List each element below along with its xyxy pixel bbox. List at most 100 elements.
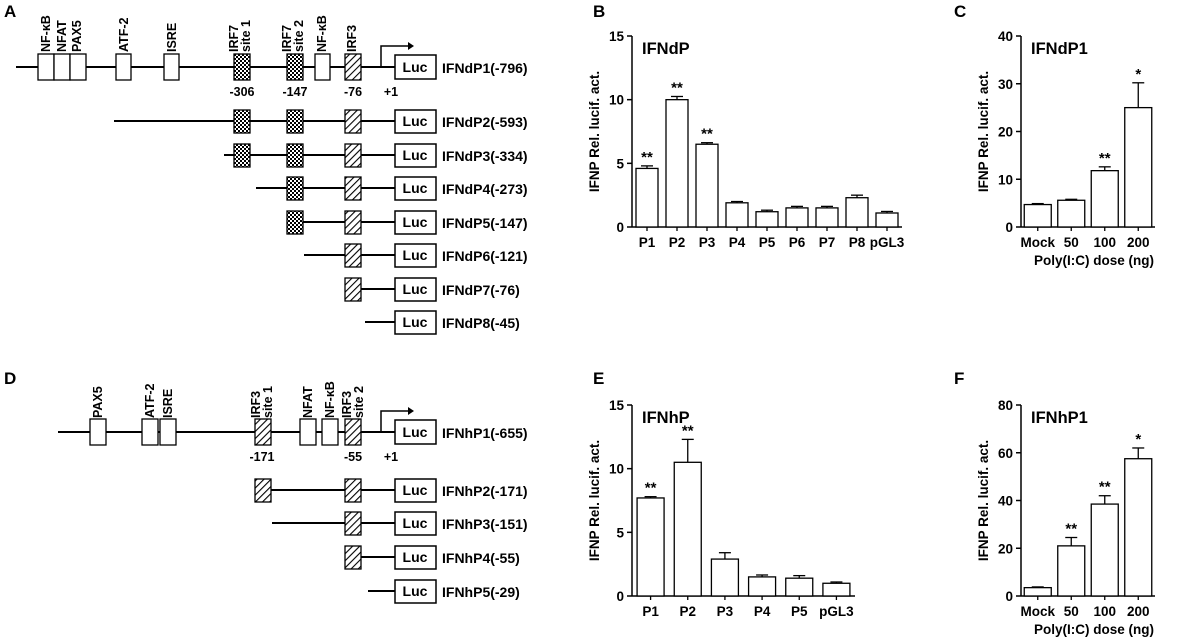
bar — [875, 212, 899, 228]
chart-title: IFNhP — [642, 409, 690, 427]
bar — [636, 497, 665, 597]
x-tick-label: 200 — [1127, 235, 1150, 250]
pos-76: -76 — [344, 85, 362, 99]
tss-arrowhead — [408, 407, 414, 415]
x-tick-label: 100 — [1093, 235, 1116, 250]
luc-label: Luc — [403, 583, 428, 599]
nfkb-box — [321, 418, 339, 446]
atf2-box — [141, 418, 159, 446]
x-tick-label: P3 — [717, 604, 734, 619]
label-irf3-site2-b: site 2 — [352, 386, 366, 418]
irf7-site2-box — [286, 210, 304, 235]
construct-name: IFNhP1(-655) — [442, 425, 528, 441]
atf2-box — [115, 53, 132, 81]
bar — [785, 207, 809, 228]
x-tick-label: Mock — [1020, 235, 1055, 250]
label-pax5: PAX5 — [70, 20, 84, 52]
irf7-site2-box — [286, 176, 304, 201]
label-nfkb-2: NF-κB — [315, 15, 329, 52]
irf3-site2-box — [344, 418, 362, 446]
y-tick-label: 0 — [1005, 589, 1013, 604]
luc-box — [394, 419, 437, 445]
bar — [845, 197, 869, 228]
irf3-box — [344, 210, 362, 235]
pos-171: -171 — [249, 450, 274, 464]
bar — [1090, 503, 1119, 597]
tss-arrowhead — [408, 42, 414, 50]
irf3-box — [344, 277, 362, 302]
x-tick-label: P8 — [849, 235, 866, 250]
construct-name: IFNhP5(-29) — [442, 584, 520, 600]
construct-name: IFNdP2(-593) — [442, 114, 528, 130]
significance-marker: ** — [682, 422, 694, 439]
label-nfkb: NF-κB — [39, 15, 53, 52]
panel-label-e: E — [593, 369, 604, 388]
construct-name: IFNdP4(-273) — [442, 181, 528, 197]
bar-chart-ifndp: 0 5 10 15 IFNP Rel. lucif. act. IFNdP P1 ** P2 **… — [587, 29, 905, 250]
significance-marker: ** — [1099, 150, 1111, 167]
pos-plus1: +1 — [384, 85, 398, 99]
irf3-box — [344, 243, 362, 268]
significance-marker: ** — [671, 79, 683, 96]
significance-marker: ** — [1099, 479, 1111, 496]
isre-box — [163, 53, 180, 81]
construct-name: IFNhP3(-151) — [442, 516, 528, 532]
construct-name: IFNdP7(-76) — [442, 282, 520, 298]
label-atf2: ATF-2 — [143, 383, 157, 418]
luc-box — [394, 143, 437, 168]
isre-box — [159, 418, 177, 446]
luc-box — [394, 310, 437, 335]
tss-arrow — [380, 410, 408, 432]
significance-marker: * — [1135, 66, 1141, 83]
x-tick-label: P2 — [669, 235, 686, 250]
chart-title: IFNhP1 — [1031, 409, 1088, 427]
bar — [1124, 458, 1153, 597]
bar — [1124, 106, 1153, 228]
bar — [815, 207, 839, 228]
panel-label-f: F — [954, 369, 964, 388]
label-nfat: NFAT — [55, 20, 69, 52]
construct-name: IFNdP6(-121) — [442, 248, 528, 264]
bar — [747, 576, 777, 597]
luc-label: Luc — [403, 59, 428, 75]
significance-marker: ** — [641, 149, 653, 166]
luc-box — [394, 511, 437, 536]
luc-label: Luc — [403, 113, 428, 129]
y-tick-label: 20 — [998, 125, 1013, 140]
bar — [1023, 586, 1052, 597]
label-irf7-site2-b: site 2 — [292, 20, 306, 52]
x-tick-label: P5 — [759, 235, 776, 250]
luc-label: Luc — [403, 482, 428, 498]
irf3-box — [344, 109, 362, 134]
significance-marker: ** — [1065, 521, 1077, 538]
luc-box — [394, 210, 437, 235]
irf3-box — [344, 53, 362, 81]
irf3-site2-box — [344, 545, 362, 570]
x-axis-label: Poly(I:C) dose (ng) — [1034, 622, 1154, 637]
irf3-site1-box — [254, 418, 272, 446]
irf3-box — [344, 143, 362, 168]
construct-name: IFNdP1(-796) — [442, 60, 528, 76]
construct-name: IFNhP2(-171) — [442, 483, 528, 499]
label-irf7-site1-b: site 1 — [239, 20, 253, 52]
pos-147: -147 — [282, 85, 307, 99]
bar-chart-ifnhp1-dose: 0 20 40 60 80 IFNP Rel. lucif. act. IFNhP1 Mock… — [976, 398, 1155, 637]
irf7-site2-box — [286, 53, 304, 81]
irf7-site2-box — [286, 109, 304, 134]
promoter-diagram-d: PAX5 ATF-2 ISRE IRF3 site 1 NFAT NF-κB I… — [58, 381, 528, 604]
luc-box — [394, 545, 437, 570]
nfkb2-box — [314, 53, 331, 81]
chart-title: IFNdP1 — [1031, 40, 1088, 58]
bar — [1057, 199, 1086, 228]
pax5-box — [69, 53, 87, 81]
luc-label: Luc — [403, 549, 428, 565]
bar — [710, 558, 740, 597]
luc-box — [394, 277, 437, 302]
y-axis-label: IFNP Rel. lucif. act. — [587, 71, 602, 192]
y-axis-label: IFNP Rel. lucif. act. — [976, 440, 991, 561]
y-axis-label: IFNP Rel. lucif. act. — [587, 440, 602, 561]
label-nfkb: NF-κB — [323, 381, 337, 418]
luc-label: Luc — [403, 180, 428, 196]
